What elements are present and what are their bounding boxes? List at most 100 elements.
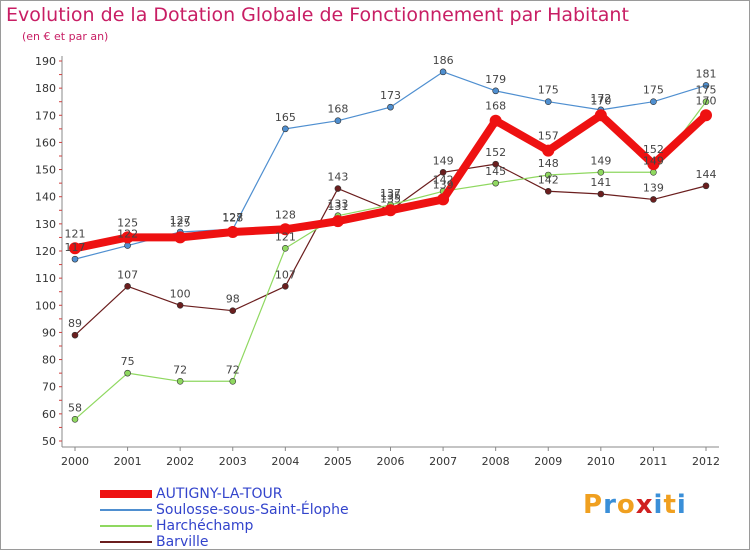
point-autigny-la-tour — [331, 215, 344, 228]
data-label-autigny-la-tour: 121 — [65, 227, 86, 240]
x-tick-label: 2012 — [692, 455, 720, 468]
x-tick-label: 2006 — [377, 455, 405, 468]
data-label-soulosse-sous-saint-elophe: 128 — [222, 211, 243, 224]
point-barville — [597, 190, 605, 198]
point-barville — [492, 160, 499, 168]
series-lines — [69, 68, 712, 423]
data-label-harchechamp: 148 — [538, 157, 559, 170]
y-tick-label: 110 — [35, 272, 56, 285]
point-barville — [282, 282, 289, 290]
data-label-barville: 135 — [380, 192, 401, 205]
chart-title: Evolution de la Dotation Globale de Fonc… — [6, 4, 629, 26]
data-label-harchechamp: 58 — [68, 401, 82, 414]
y-tick-label: 100 — [35, 299, 56, 312]
point-soulosse-sous-saint-elophe — [124, 242, 131, 249]
data-label-autigny-la-tour: 135 — [380, 189, 401, 202]
x-tick-label: 2005 — [324, 455, 352, 468]
y-tick-label: 160 — [35, 136, 56, 149]
logo-letter: i — [676, 490, 687, 520]
data-label-harchechamp: 72 — [173, 363, 187, 376]
data-label-harchechamp: 121 — [275, 230, 296, 243]
point-autigny-la-tour — [121, 231, 134, 244]
logo-letter: i — [653, 490, 664, 520]
logo-letter: P — [583, 490, 604, 520]
x-tick-label: 2001 — [114, 455, 142, 468]
data-label-autigny-la-tour: 152 — [643, 143, 664, 156]
point-harchechamp — [702, 98, 710, 106]
y-tick-label: 60 — [42, 408, 56, 421]
data-label-barville: 141 — [590, 176, 611, 189]
point-autigny-la-tour — [437, 193, 450, 206]
data-label-soulosse-sous-saint-elophe: 179 — [485, 73, 506, 86]
series-line-harchechamp — [74, 101, 707, 420]
x-tick-label: 2003 — [219, 455, 247, 468]
point-autigny-la-tour — [489, 114, 502, 127]
legend-label: Harchéchamp — [156, 518, 254, 534]
point-autigny-la-tour — [384, 204, 397, 217]
legend-swatch — [100, 490, 152, 498]
legend-swatch — [100, 525, 152, 527]
point-autigny-la-tour — [542, 144, 555, 157]
data-label-soulosse-sous-saint-elophe: 117 — [65, 241, 86, 254]
point-harchechamp — [282, 244, 289, 252]
legend-label: Barville — [156, 534, 209, 550]
y-tick-label: 50 — [42, 435, 56, 448]
logo-letter: o — [616, 490, 636, 520]
point-soulosse-sous-saint-elophe — [544, 98, 552, 106]
point-harchechamp — [229, 377, 237, 385]
point-barville — [124, 282, 131, 290]
data-label-soulosse-sous-saint-elophe: 175 — [538, 84, 559, 97]
data-label-harchechamp: 137 — [380, 187, 401, 200]
logo-letter: r — [603, 490, 617, 520]
point-autigny-la-tour — [69, 242, 81, 255]
y-tick-label: 170 — [35, 109, 56, 122]
point-harchechamp — [492, 179, 499, 187]
chart-axes: 50 60 70 80 90 100 110 120 130 140 150 160 170 180 190… — [35, 55, 720, 468]
data-label-harchechamp: 75 — [121, 355, 135, 368]
data-label-barville: 139 — [643, 181, 664, 194]
point-soulosse-sous-saint-elophe — [702, 82, 710, 89]
point-harchechamp — [124, 369, 131, 377]
data-label-harchechamp: 149 — [590, 154, 611, 167]
point-barville — [544, 187, 552, 195]
data-label-barville: 149 — [433, 154, 454, 167]
x-tick-label: 2000 — [61, 455, 89, 468]
point-harchechamp — [71, 415, 79, 423]
x-tick-label: 2002 — [166, 455, 194, 468]
data-label-soulosse-sous-saint-elophe: 181 — [696, 67, 717, 80]
legend-swatch — [100, 541, 152, 543]
data-label-soulosse-sous-saint-elophe: 175 — [643, 84, 664, 97]
x-tick-label: 2009 — [534, 455, 562, 468]
data-label-autigny-la-tour: 127 — [222, 211, 243, 224]
point-harchechamp — [597, 168, 605, 176]
data-label-barville: 144 — [696, 168, 717, 181]
data-label-harchechamp: 149 — [643, 154, 664, 167]
data-label-barville: 107 — [275, 268, 296, 281]
point-barville — [650, 196, 657, 203]
data-label-harchechamp: 133 — [327, 198, 348, 211]
data-label-harchechamp: 145 — [485, 165, 506, 178]
legend-label: AUTIGNY-LA-TOUR — [156, 486, 283, 502]
data-label-autigny-la-tour: 170 — [590, 94, 611, 107]
data-label-autigny-la-tour: 168 — [485, 100, 506, 113]
data-label-autigny-la-tour: 170 — [696, 94, 717, 107]
y-tick-label: 120 — [35, 245, 56, 258]
data-label-soulosse-sous-saint-elophe: 186 — [433, 54, 454, 67]
data-label-soulosse-sous-saint-elophe: 173 — [380, 89, 401, 102]
point-barville — [176, 301, 184, 309]
data-label-autigny-la-tour: 139 — [433, 178, 454, 191]
point-autigny-la-tour — [279, 223, 292, 236]
data-label-soulosse-sous-saint-elophe: 122 — [117, 228, 138, 241]
y-tick-label: 190 — [35, 55, 56, 68]
y-tick-label: 70 — [42, 381, 56, 394]
point-soulosse-sous-saint-elophe — [650, 98, 657, 106]
point-soulosse-sous-saint-elophe — [492, 87, 499, 95]
point-soulosse-sous-saint-elophe — [387, 103, 394, 111]
point-autigny-la-tour — [594, 109, 607, 122]
data-label-barville: 143 — [327, 171, 348, 184]
data-label-autigny-la-tour: 128 — [275, 208, 296, 221]
data-label-autigny-la-tour: 157 — [538, 130, 559, 143]
x-tick-label: 2008 — [482, 455, 510, 468]
point-soulosse-sous-saint-elophe — [71, 255, 79, 263]
